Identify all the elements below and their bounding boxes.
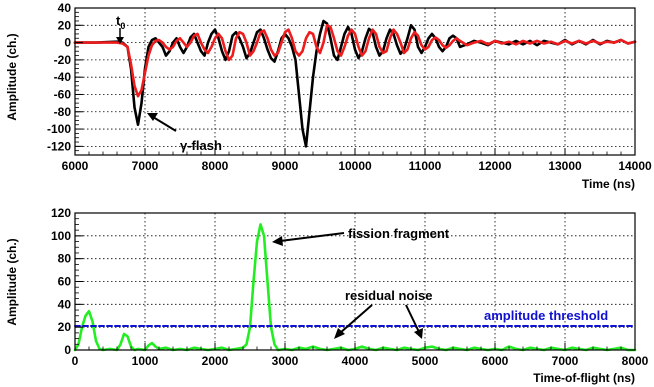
gamma-flash-arrow-head (147, 113, 158, 121)
lower-y-tick-label: 40 (58, 297, 72, 311)
t0-arrow-head (116, 37, 124, 44)
residual-noise-arrow-left-head (334, 328, 345, 339)
lower-x-tick-label: 7000 (552, 354, 579, 368)
upper-y-tick-label: -60 (54, 87, 72, 101)
lower-x-tick-label: 6000 (482, 354, 509, 368)
fission-fragment-arrow-shaft (279, 232, 345, 242)
upper-x-tick-label: 6000 (62, 159, 89, 173)
t0-annotation: t0 (116, 13, 125, 31)
upper-y-tick-label: 0 (64, 36, 71, 50)
lower-y-tick-label: 80 (58, 252, 72, 266)
lower-x-tick-label: 2000 (202, 354, 229, 368)
upper-x-tick-label: 14000 (618, 159, 652, 173)
upper-x-tick-label: 11000 (409, 159, 442, 173)
upper-y-tick-label: 20 (58, 18, 72, 32)
upper-y-axis-label: Amplitude (ch.) (5, 33, 19, 120)
amplitude-threshold-label: amplitude threshold (484, 308, 608, 323)
lower-y-tick-label: 0 (64, 343, 71, 357)
upper-x-tick-label: 13000 (548, 159, 582, 173)
residual-noise-arrow-right-head (414, 328, 423, 339)
residual-noise-arrow-left-shaft (339, 304, 373, 334)
lower-series-trace-0 (73, 223, 637, 352)
upper-x-axis-label: Time (ns) (582, 177, 635, 191)
upper-y-tick-label: 40 (58, 1, 72, 15)
lower-y-tick-label: 100 (51, 229, 71, 243)
lower-y-axis-label: Amplitude (ch.) (5, 238, 19, 325)
residual-noise-arrow-right-shaft (405, 304, 420, 333)
lower-panel: 0 1000 2000 3000 4000 5000 6000 7000 8000 0 20 40 60… (5, 206, 649, 385)
upper-y-tick-label: -40 (54, 70, 72, 84)
lower-x-tick-label: 3000 (272, 354, 299, 368)
residual-noise-annotation: residual noise (345, 288, 432, 303)
lower-x-tick-label: 4000 (342, 354, 369, 368)
lower-x-tick-label: 5000 (412, 354, 439, 368)
upper-y-tick-label: -100 (47, 122, 71, 136)
gamma-flash-annotation: γ-flash (180, 138, 222, 153)
lower-x-tick-label: 0 (72, 354, 79, 368)
lower-x-tick-label: 1000 (132, 354, 159, 368)
upper-panel: 6000 7000 8000 9000 10000 11000 12000 13000 1400… (5, 1, 652, 191)
upper-x-tick-label: 7000 (132, 159, 159, 173)
lower-y-tick-label: 120 (51, 206, 71, 220)
upper-x-tick-label: 10000 (338, 159, 372, 173)
upper-x-tick-label: 12000 (478, 159, 512, 173)
upper-x-tick-label: 9000 (272, 159, 299, 173)
gamma-flash-arrow-shaft (152, 116, 177, 132)
upper-y-tick-label: -120 (47, 139, 71, 153)
lower-x-axis-label: Time-of-flight (ns) (533, 371, 635, 385)
lower-x-tick-label: 8000 (622, 354, 649, 368)
upper-series-trace-1 (73, 23, 637, 98)
lower-y-tick-label: 20 (58, 320, 72, 334)
upper-y-tick-label: -20 (54, 53, 72, 67)
upper-y-tick-label: -80 (54, 105, 72, 119)
fission-fragment-arrow-head (272, 236, 283, 246)
upper-x-tick-label: 8000 (202, 159, 229, 173)
t0-annotation-subscript: 0 (120, 21, 125, 31)
lower-y-tick-label: 60 (58, 275, 72, 289)
t0-annotation-text: t (116, 13, 121, 28)
fission-fragment-annotation: fission fragment (348, 226, 450, 241)
